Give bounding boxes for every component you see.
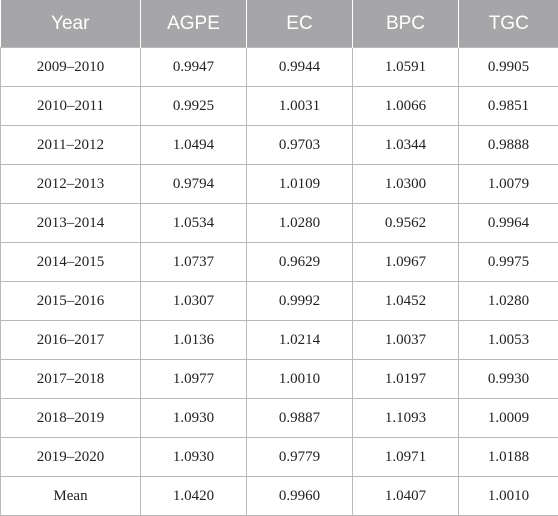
cell-ec: 0.9887 [247,399,353,438]
cell-bpc: 1.0066 [353,87,459,126]
cell-tgc: 1.0188 [459,438,558,477]
cell-ec: 1.0109 [247,165,353,204]
cell-ec: 0.9944 [247,48,353,87]
cell-bpc: 1.0037 [353,321,459,360]
cell-agpe: 1.0420 [141,477,247,516]
cell-agpe: 1.0930 [141,399,247,438]
cell-ec: 0.9629 [247,243,353,282]
cell-ec: 0.9703 [247,126,353,165]
cell-tgc: 0.9851 [459,87,558,126]
header-ec: EC [247,0,353,48]
cell-bpc: 1.0300 [353,165,459,204]
cell-bpc: 1.0452 [353,282,459,321]
cell-bpc: 1.0197 [353,360,459,399]
cell-ec: 1.0280 [247,204,353,243]
cell-tgc: 0.9905 [459,48,558,87]
cell-tgc: 1.0009 [459,399,558,438]
cell-agpe: 1.0534 [141,204,247,243]
cell-year: 2014–2015 [1,243,141,282]
cell-agpe: 1.0930 [141,438,247,477]
cell-agpe: 0.9947 [141,48,247,87]
cell-tgc: 0.9888 [459,126,558,165]
cell-ec: 1.0010 [247,360,353,399]
cell-year: 2016–2017 [1,321,141,360]
cell-bpc: 1.0344 [353,126,459,165]
cell-agpe: 0.9925 [141,87,247,126]
header-year: Year [1,0,141,48]
cell-bpc: 1.1093 [353,399,459,438]
cell-year: 2009–2010 [1,48,141,87]
cell-agpe: 1.0136 [141,321,247,360]
cell-tgc: 0.9975 [459,243,558,282]
cell-year: 2010–2011 [1,87,141,126]
header-tgc: TGC [459,0,558,48]
cell-tgc: 1.0053 [459,321,558,360]
cell-agpe: 1.0977 [141,360,247,399]
cell-year: 2011–2012 [1,126,141,165]
cell-agpe: 1.0494 [141,126,247,165]
header-agpe: AGPE [141,0,247,48]
cell-year: Mean [1,477,141,516]
cell-ec: 0.9779 [247,438,353,477]
header-row: Year AGPE EC BPC TGC [1,0,558,48]
cell-bpc: 0.9562 [353,204,459,243]
cell-tgc: 0.9930 [459,360,558,399]
cell-year: 2015–2016 [1,282,141,321]
cell-tgc: 1.0280 [459,282,558,321]
table-header: Year AGPE EC BPC TGC [1,0,558,48]
cell-ec: 1.0031 [247,87,353,126]
cell-ec: 1.0214 [247,321,353,360]
cell-ec: 0.9960 [247,477,353,516]
cell-bpc: 1.0971 [353,438,459,477]
cell-year: 2018–2019 [1,399,141,438]
cell-year: 2017–2018 [1,360,141,399]
cell-bpc: 1.0967 [353,243,459,282]
cell-bpc: 1.0591 [353,48,459,87]
cell-agpe: 1.0307 [141,282,247,321]
cell-bpc: 1.0407 [353,477,459,516]
cell-agpe: 1.0737 [141,243,247,282]
cell-year: 2012–2013 [1,165,141,204]
header-bpc: BPC [353,0,459,48]
cell-tgc: 1.0010 [459,477,558,516]
cell-ec: 0.9992 [247,282,353,321]
cell-agpe: 0.9794 [141,165,247,204]
cell-year: 2019–2020 [1,438,141,477]
cell-year: 2013–2014 [1,204,141,243]
cell-tgc: 0.9964 [459,204,558,243]
cell-tgc: 1.0079 [459,165,558,204]
